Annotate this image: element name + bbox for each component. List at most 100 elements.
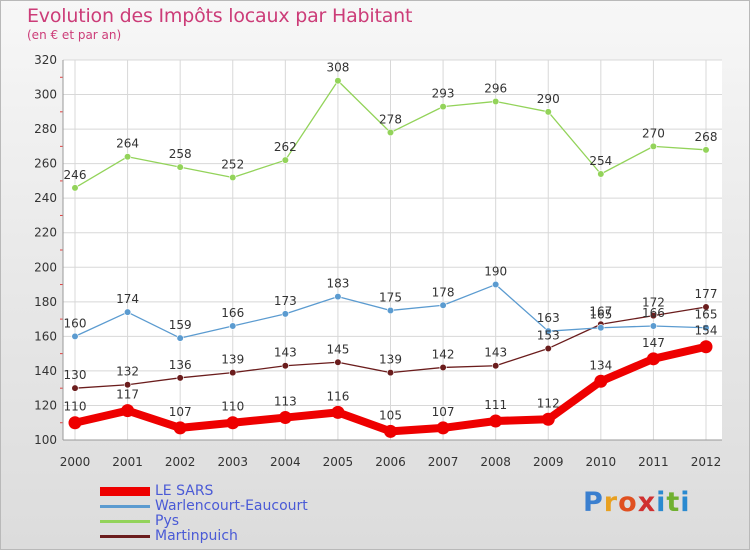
- x-tick-label: 2000: [60, 455, 91, 469]
- data-point: [226, 416, 240, 430]
- data-label: 160: [64, 316, 87, 330]
- data-label: 147: [642, 336, 665, 350]
- data-point: [123, 308, 132, 316]
- data-label: 139: [379, 353, 402, 367]
- data-point: [173, 421, 187, 435]
- data-label: 270: [642, 126, 665, 140]
- data-label: 163: [537, 311, 560, 325]
- data-label: 113: [274, 395, 297, 409]
- data-point: [702, 324, 710, 332]
- x-tick-label: 2007: [428, 455, 459, 469]
- legend-label: Martinpuich: [155, 528, 238, 544]
- data-label: 154: [695, 324, 718, 338]
- data-point: [386, 369, 395, 377]
- data-label: 112: [537, 396, 560, 410]
- data-point: [71, 184, 79, 192]
- data-label: 296: [484, 81, 507, 95]
- data-label: 165: [589, 308, 612, 322]
- data-point: [544, 108, 552, 116]
- data-label: 110: [221, 400, 244, 414]
- legend-item: Pys: [100, 513, 360, 530]
- logo-letter: i: [656, 487, 667, 518]
- chart-title: Evolution des Impôts locaux par Habitant: [27, 5, 413, 27]
- data-point: [121, 404, 135, 418]
- x-tick-label: 2006: [375, 455, 406, 469]
- data-point: [492, 97, 500, 106]
- data-label: 142: [432, 347, 455, 361]
- data-point: [278, 411, 292, 425]
- data-point: [597, 170, 605, 178]
- data-label: 175: [379, 290, 402, 304]
- logo-letter: x: [637, 487, 657, 518]
- data-label: 278: [379, 113, 402, 127]
- data-point: [702, 303, 710, 311]
- data-point: [68, 416, 82, 430]
- data-point: [649, 312, 658, 320]
- y-tick-label: 160: [34, 329, 57, 343]
- chart-subtitle: (en € et par an): [27, 28, 122, 42]
- data-point: [384, 424, 397, 438]
- data-point: [492, 280, 500, 289]
- x-tick-label: 2001: [112, 455, 143, 469]
- data-point: [331, 405, 345, 419]
- y-tick-label: 200: [34, 260, 57, 274]
- data-label: 183: [326, 277, 349, 291]
- x-tick-label: 2012: [691, 455, 722, 469]
- data-label: 190: [484, 265, 507, 279]
- y-tick-label: 300: [34, 88, 57, 102]
- data-point: [334, 77, 342, 85]
- x-tick-label: 2009: [533, 455, 564, 469]
- logo-letter: t: [666, 487, 681, 518]
- x-tick-label: 2005: [323, 455, 354, 469]
- data-label: 262: [274, 140, 297, 154]
- y-tick-label: 240: [34, 191, 57, 205]
- data-point: [386, 128, 395, 137]
- data-label: 139: [221, 353, 244, 367]
- data-point: [123, 153, 132, 161]
- data-point: [334, 293, 342, 301]
- data-label: 174: [116, 292, 139, 306]
- data-label: 107: [169, 405, 192, 419]
- data-label: 116: [326, 389, 349, 403]
- data-point: [544, 327, 552, 335]
- legend-swatch: [100, 520, 150, 523]
- data-point: [489, 414, 503, 428]
- data-point: [492, 362, 500, 370]
- data-point: [594, 374, 608, 388]
- data-label: 136: [169, 358, 192, 372]
- data-point: [229, 173, 237, 182]
- data-point: [544, 344, 552, 353]
- data-label: 172: [642, 296, 665, 310]
- data-point: [439, 363, 447, 372]
- x-tick-label: 2010: [586, 455, 617, 469]
- data-point: [176, 334, 184, 342]
- data-label: 130: [64, 368, 87, 382]
- data-point: [281, 310, 289, 318]
- data-label: 165: [695, 308, 718, 322]
- data-label: 178: [432, 285, 455, 299]
- logo-letter: o: [618, 487, 638, 518]
- data-label: 132: [116, 365, 139, 379]
- legend-label: LE SARS: [155, 483, 214, 499]
- x-tick-label: 2003: [217, 455, 248, 469]
- legend-swatch: [100, 535, 150, 538]
- y-tick-label: 100: [34, 433, 57, 447]
- logo-letter: r: [603, 487, 619, 518]
- data-label: 107: [432, 405, 455, 419]
- data-point: [597, 324, 605, 332]
- legend-label: Warlencourt-Eaucourt: [155, 498, 308, 514]
- data-label: 252: [221, 157, 244, 171]
- data-label: 308: [326, 61, 349, 75]
- x-tick-label: 2004: [270, 455, 301, 469]
- data-point: [229, 369, 237, 377]
- x-tick-label: 2002: [165, 455, 196, 469]
- y-tick-label: 280: [34, 122, 57, 136]
- legend-swatch: [100, 505, 150, 508]
- proxiti-logo: Proxiti: [583, 487, 691, 518]
- data-point: [386, 306, 395, 315]
- legend-item: Warlencourt-Eaucourt: [100, 498, 360, 515]
- data-point: [281, 156, 289, 164]
- data-label: 290: [537, 92, 560, 106]
- data-label: 264: [116, 137, 139, 151]
